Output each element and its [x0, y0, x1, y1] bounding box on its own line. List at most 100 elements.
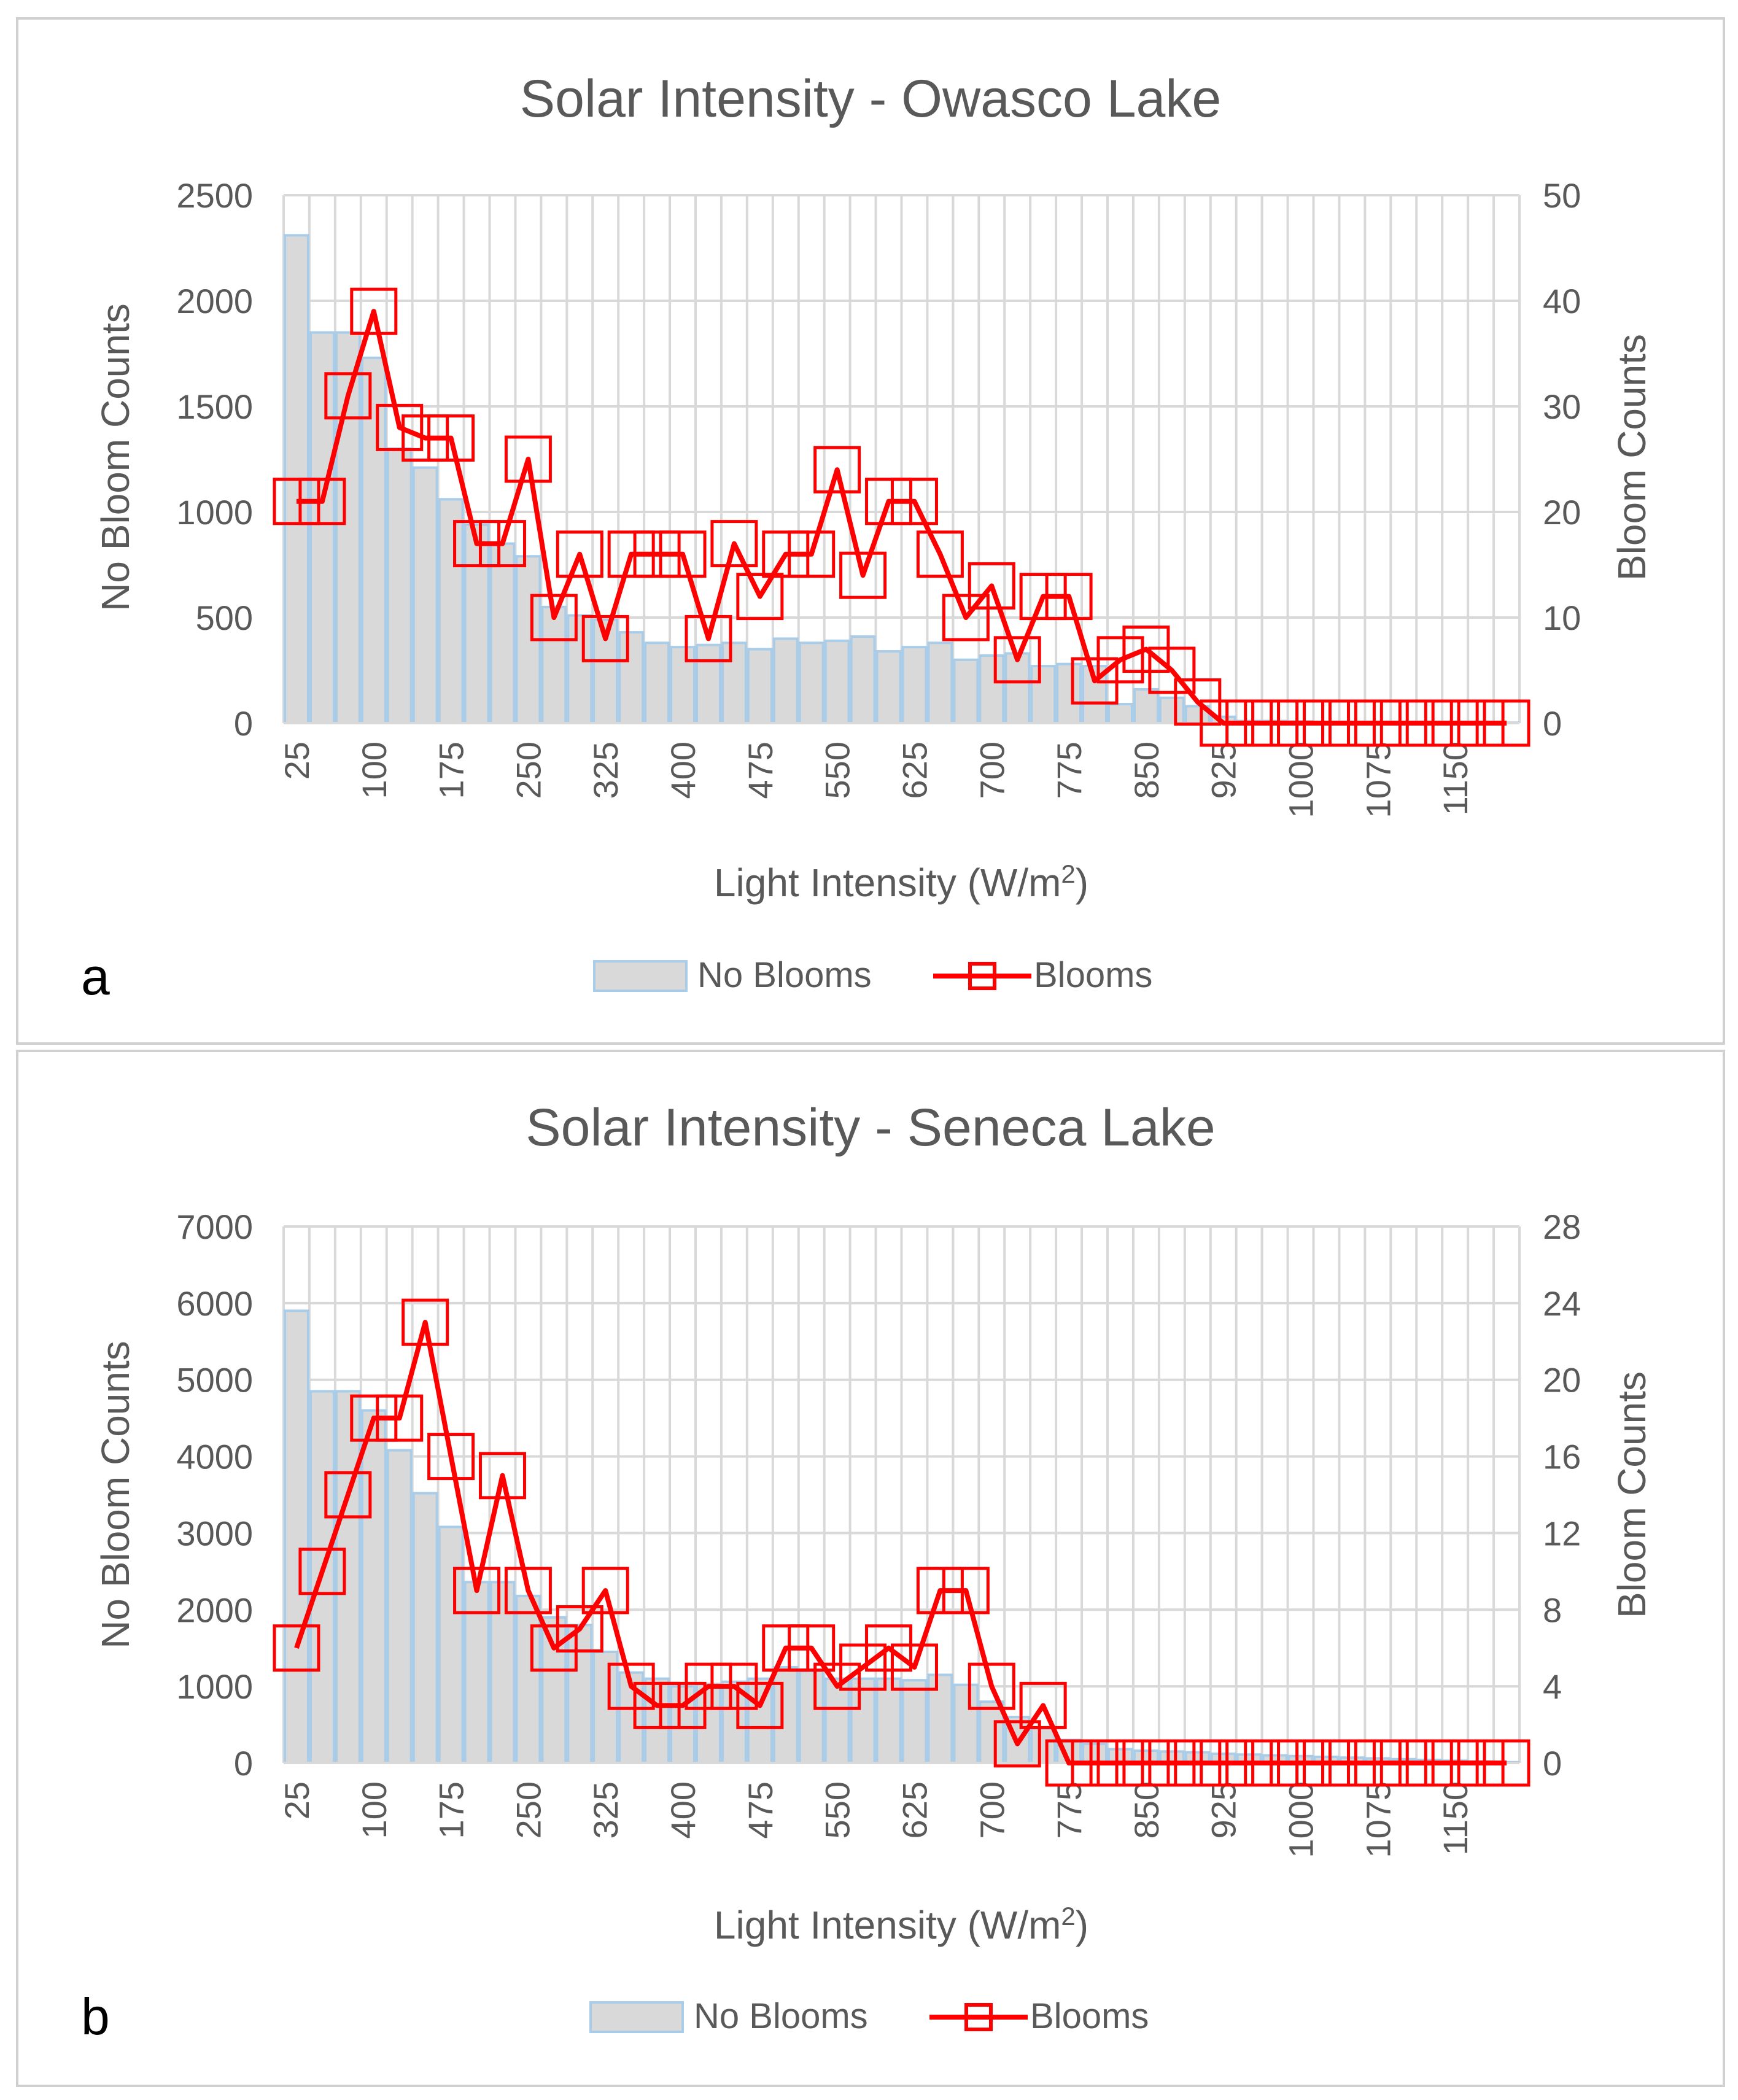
chart-a-point-blooms	[607, 530, 655, 578]
chart-a-x-tick-label: 1150	[1436, 742, 1475, 815]
chart-b-point-blooms	[813, 1662, 861, 1710]
chart-b-point-blooms	[865, 1624, 913, 1672]
chart-b-bar-no-blooms	[1082, 1742, 1108, 1764]
chart-a-y-right-label: Bloom Counts	[1610, 334, 1654, 581]
legend-a-no-blooms-label: No Blooms	[697, 955, 872, 995]
chart-a-bar-no-blooms	[747, 648, 773, 724]
chart-a-point-blooms	[865, 478, 913, 525]
chart-a-point-blooms	[324, 372, 372, 420]
chart-a-bar-no-blooms	[309, 331, 335, 724]
panel-a-label: a	[81, 948, 110, 1005]
chart-a-point-blooms	[685, 614, 732, 662]
chart-a-point-blooms	[710, 520, 758, 568]
chart-b-x-tick-label: 1075	[1359, 1781, 1397, 1858]
chart-b-x-tick-label: 850	[1127, 1781, 1166, 1838]
chart-b-bar-no-blooms	[567, 1624, 593, 1764]
chart-b-x-tick-label: 325	[586, 1781, 625, 1838]
chart-b-point-blooms	[453, 1567, 501, 1614]
chart-a-bar-no-blooms	[927, 641, 953, 725]
chart-b-bar-no-blooms	[412, 1492, 438, 1765]
chart-b-x-tick-label: 550	[818, 1781, 857, 1838]
chart-a-bar-no-blooms	[721, 641, 747, 725]
chart-a-point-blooms	[1405, 699, 1453, 747]
chart-b-point-blooms	[1071, 1739, 1119, 1787]
chart-b-x-tick-label: 1150	[1436, 1781, 1475, 1855]
chart-b-title: Solar Intensity - Seneca Lake	[526, 1098, 1215, 1157]
chart-a-bar-no-blooms	[798, 641, 824, 725]
chart-a-x-tick-label: 400	[664, 742, 702, 799]
chart-a-point-blooms	[427, 414, 475, 462]
chart-b-y-right-tick-label: 12	[1543, 1514, 1581, 1552]
chart-b-point-blooms	[478, 1452, 526, 1500]
chart-a-bar-no-blooms	[489, 542, 516, 724]
chart-a-point-blooms	[1379, 699, 1427, 747]
chart-a-y-left-tick-label: 1500	[176, 387, 253, 426]
chart-b-bar-no-blooms	[464, 1581, 490, 1765]
chart-b-point-blooms	[968, 1662, 1015, 1710]
chart-b-point-blooms	[298, 1548, 346, 1595]
chart-a-point-blooms	[581, 614, 629, 662]
chart-a-bar-no-blooms	[386, 447, 413, 724]
chart-a-point-blooms	[890, 478, 938, 525]
chart-a-point-blooms	[633, 530, 681, 578]
chart-b-y-left-tick-label: 0	[234, 1744, 253, 1783]
chart-b-y-left-tick-label: 2000	[176, 1590, 253, 1629]
chart-a-x-axis-label: Light Intensity (W/m2)	[714, 859, 1088, 905]
chart-a-point-blooms	[813, 446, 861, 494]
chart-b-point-blooms	[530, 1624, 578, 1672]
chart-b-point-blooms	[504, 1567, 552, 1614]
chart-a-y-right-tick-label: 50	[1543, 176, 1581, 215]
chart-a-point-blooms	[1277, 699, 1325, 747]
chart-b-x-tick-label: 700	[972, 1781, 1011, 1838]
chart-a-point-blooms	[504, 435, 552, 483]
chart-b-bar-no-blooms	[875, 1677, 902, 1765]
chart-b-point-blooms	[890, 1643, 938, 1691]
chart-a-plot: 0 500 1000 1500 2000 2500 0 10 20 30 40 50 25 100 175 2…	[176, 176, 1581, 818]
chart-a-x-tick-label: 700	[972, 742, 1011, 799]
chart-b-bar-no-blooms	[284, 1309, 309, 1764]
chart-b-point-blooms	[942, 1567, 990, 1614]
panel-b-label: b	[81, 1988, 110, 2045]
chart-a-bar-no-blooms	[567, 614, 593, 724]
chart-b-x-tick-label: 925	[1205, 1781, 1243, 1838]
chart-a-x-tick-label: 175	[432, 742, 471, 799]
chart-b-point-blooms	[1483, 1739, 1530, 1787]
chart-a-point-blooms	[350, 287, 398, 335]
chart-a-point-blooms	[298, 478, 346, 525]
chart-a-point-blooms	[556, 530, 603, 578]
chart-a-bar-no-blooms	[875, 650, 902, 725]
chart-b-x-tick-label: 25	[277, 1781, 316, 1819]
chart-b-y-left-tick-label: 7000	[176, 1207, 253, 1246]
chart-b-bar-no-blooms	[696, 1683, 721, 1765]
chart-b-point-blooms	[427, 1433, 475, 1481]
chart-b-point-blooms	[1379, 1739, 1427, 1787]
legend-a-no-blooms-swatch	[593, 960, 688, 992]
chart-b-point-blooms	[1405, 1739, 1453, 1787]
chart-b-y-left-tick-label: 5000	[176, 1361, 253, 1400]
chart-b-point-blooms	[273, 1624, 320, 1672]
chart-a-y-left-tick-label: 1000	[176, 493, 253, 532]
chart-b-point-blooms	[1148, 1739, 1196, 1787]
chart-a-point-blooms	[968, 562, 1015, 610]
chart-b-x-tick-label: 175	[432, 1781, 471, 1838]
chart-a-x-tick-label: 1075	[1359, 742, 1397, 818]
chart-a-bar-no-blooms	[1004, 652, 1031, 724]
chart-a-point-blooms	[1045, 573, 1093, 621]
chart-b-bar-no-blooms	[1030, 1727, 1057, 1764]
chart-b-bar-no-blooms	[979, 1700, 1005, 1764]
chart-a-bar-no-blooms	[772, 637, 799, 725]
chart-b-bar-no-blooms	[360, 1409, 387, 1765]
chart-a-point-blooms	[273, 478, 320, 525]
legend-b-blooms-label: Blooms	[1030, 1996, 1149, 2036]
chart-a-bar-no-blooms	[618, 631, 645, 724]
chart-a-point-blooms	[942, 594, 990, 641]
chart-b-point-blooms	[1277, 1739, 1325, 1787]
chart-a-bar-no-blooms	[644, 641, 670, 725]
chart-b-bar-no-blooms	[850, 1677, 876, 1765]
chart-a-x-tick-label: 625	[895, 742, 934, 799]
chart-b-point-blooms	[1431, 1739, 1479, 1787]
chart-a-point-blooms	[993, 636, 1041, 684]
chart-b-x-tick-label: 250	[509, 1781, 548, 1838]
chart-a-point-blooms	[530, 594, 578, 641]
chart-b-y-left-tick-label: 4000	[176, 1438, 253, 1476]
